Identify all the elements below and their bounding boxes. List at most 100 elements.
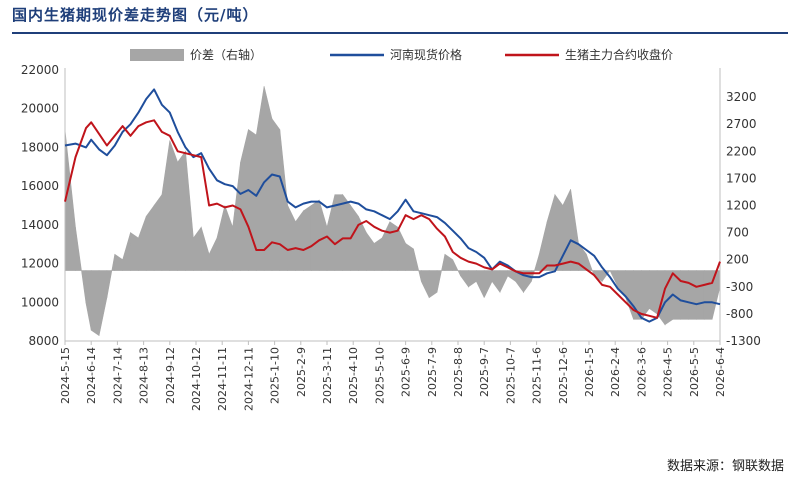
spread-area-segment [114, 253, 123, 271]
left-axis-tick-label: 18000 [21, 140, 59, 154]
spread-area-segment [303, 204, 312, 271]
spread-area-segment [703, 270, 713, 320]
x-axis-tick-label: 2024-10-12 [190, 347, 203, 411]
x-axis-tick-label: 2026-5-5 [688, 347, 701, 397]
chart-title: 国内生猪期现价差走势图（元/吨） [12, 6, 259, 24]
right-axis-tick-label: -1300 [726, 334, 761, 348]
spread-area-segment [491, 270, 501, 294]
spread-area-segment [373, 237, 383, 271]
x-axis-tick-label: 2024-9-12 [164, 347, 177, 404]
x-axis-tick-label: 2026-2-4 [609, 347, 622, 397]
spread-area-segment [452, 259, 461, 277]
spread-area-segment [271, 117, 281, 271]
x-axis-tick-label: 2025-5-10 [373, 347, 386, 404]
x-axis-tick-label: 2024-12-11 [242, 347, 255, 411]
x-axis-tick-label: 2025-2-9 [295, 347, 308, 397]
spread-area-segment [85, 270, 92, 331]
x-axis-tick-label: 2025-11-6 [531, 347, 544, 404]
spread-area-segment [688, 270, 697, 320]
legend-label: 生猪主力合约收盘价 [565, 47, 673, 62]
x-axis-tick-label: 2025-1-10 [269, 347, 282, 404]
spread-area-segment [641, 270, 650, 321]
x-axis-tick-label: 2025-10-7 [504, 347, 517, 404]
left-axis-tick-label: 12000 [21, 257, 59, 271]
spread-area-segment [200, 227, 210, 271]
legend-label: 河南现货价格 [390, 47, 462, 62]
series-line [64, 119, 721, 319]
spread-area-segment [130, 232, 139, 271]
left-axis-tick-label: 20000 [21, 102, 59, 116]
left-axis-tick-label: 22000 [21, 63, 59, 77]
spread-area-segment [310, 199, 320, 271]
x-axis-tick-label: 2026-1-5 [583, 347, 596, 397]
spread-area-segment [318, 199, 328, 271]
right-axis-tick-label: -800 [726, 307, 753, 321]
x-axis-tick-label: 2026-4-5 [662, 347, 675, 397]
spread-area-segment [468, 270, 477, 288]
spread-area-segment [153, 193, 163, 271]
spread-area-segment [436, 254, 446, 293]
spread-area-segment [161, 140, 171, 271]
spread-area-segment [287, 205, 296, 271]
spread-area-segment [366, 231, 375, 271]
spread-area-segment [444, 253, 454, 271]
spread-area-segment [413, 248, 422, 282]
x-axis-tick-label: 2025-9-7 [478, 347, 491, 397]
legend-label: 价差（右轴） [190, 47, 262, 62]
spread-area-segment [405, 242, 414, 271]
spread-area-segment [185, 151, 194, 271]
axes-layer: 8000 10000 12000 14000 16000 18000 20000 22000 -… [21, 63, 761, 411]
right-axis-tick-label: 200 [726, 253, 749, 267]
x-axis-tick-label: 2025-7-9 [426, 347, 439, 397]
spread-area-segment [295, 209, 304, 271]
spread-area-segment [255, 86, 265, 271]
spread-area-segment [98, 270, 108, 336]
spread-area-layer [64, 86, 721, 337]
left-axis-tick-label: 16000 [21, 179, 59, 193]
spread-area-segment [177, 150, 186, 271]
x-axis-tick-label: 2026-3-6 [635, 347, 648, 397]
spread-area-segment [208, 237, 218, 271]
right-axis-tick-label: 700 [726, 226, 749, 240]
right-axis-tick-label: 2200 [726, 144, 757, 158]
spread-area-segment [696, 270, 705, 320]
left-axis-tick-label: 10000 [21, 295, 59, 309]
spread-area-segment [397, 227, 406, 271]
right-axis-tick-label: 2700 [726, 117, 757, 131]
spread-area-segment [507, 270, 516, 282]
spread-area-segment [193, 226, 202, 271]
x-axis-tick-label: 2026-6-4 [714, 347, 727, 397]
spread-area-segment [460, 270, 469, 288]
x-axis-tick-label: 2025-6-9 [400, 347, 413, 397]
x-axis-tick-label: 2025-3-11 [321, 347, 334, 404]
legend: 价差（右轴） 河南现货价格 生猪主力合约收盘价 [130, 47, 673, 62]
x-axis-tick-label: 2024-6-14 [85, 347, 98, 404]
spread-area-segment [648, 270, 658, 315]
spread-area-segment [538, 221, 548, 271]
x-axis-tick-label: 2025-4-10 [347, 347, 360, 404]
spread-area-segment [625, 270, 634, 320]
spread-area-segment [122, 232, 131, 271]
right-axis-tick-label: 1200 [726, 199, 757, 213]
spread-area-segment [421, 270, 430, 298]
spread-area-segment [216, 205, 226, 271]
spread-area-segment [499, 270, 509, 293]
title-underline [12, 32, 788, 34]
spread-area-segment [138, 216, 147, 271]
spread-area-segment [546, 194, 556, 271]
spread-area-segment [342, 193, 351, 271]
series-line [64, 88, 721, 323]
spread-area-segment [106, 254, 116, 298]
spread-area-segment [389, 221, 399, 271]
spread-area-segment [476, 270, 485, 298]
spread-area-segment [64, 129, 76, 271]
spread-area-segment [75, 227, 87, 304]
spread-area-segment [562, 189, 571, 271]
x-axis-tick-label: 2024-11-11 [216, 347, 229, 411]
spread-area-segment [570, 189, 579, 271]
legend-swatch-spread [130, 49, 184, 61]
spread-area-segment [169, 140, 178, 271]
spread-area-segment [145, 204, 155, 271]
spread-area-segment [483, 270, 493, 298]
